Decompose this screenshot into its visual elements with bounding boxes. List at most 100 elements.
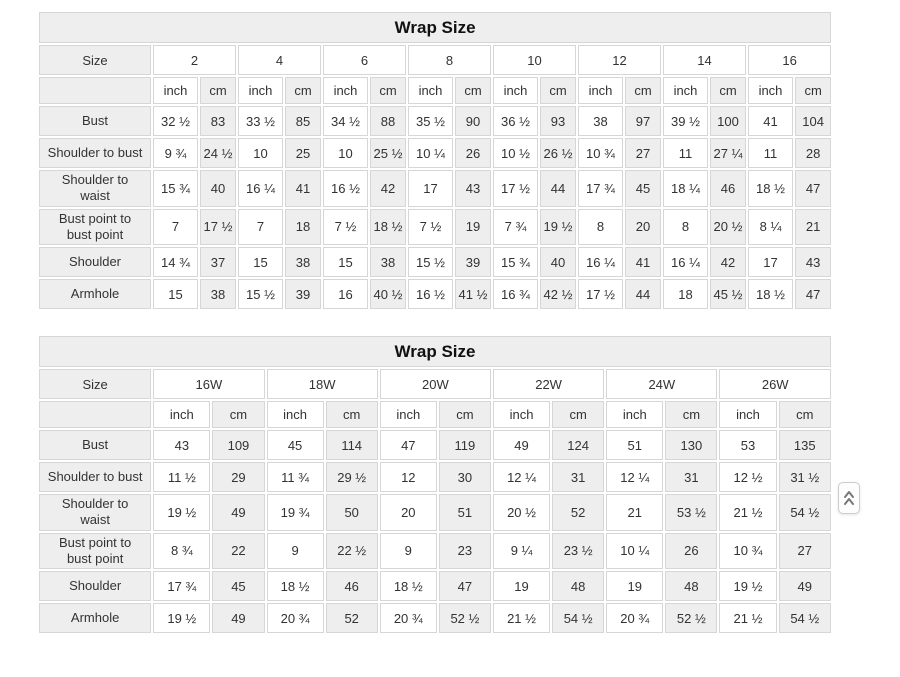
- value-cell: 18 ½: [370, 208, 406, 245]
- value-cell: 45 ½: [710, 279, 746, 309]
- value-cell: 16 ¾: [493, 279, 538, 309]
- value-cell: 15: [238, 247, 283, 277]
- value-cell: 15: [323, 247, 368, 277]
- table-row: Shoulder to waist 19 ½ 49 19 ¾ 50 20 51 20 ½ 52 2…: [39, 494, 831, 531]
- row-label: Bust: [39, 430, 152, 460]
- value-cell: 16 ¼: [578, 247, 623, 277]
- value-cell: 15 ¾: [493, 247, 538, 277]
- value-cell: 52: [325, 603, 378, 633]
- unit-header-cm: cm: [455, 77, 491, 104]
- value-cell: 26: [665, 532, 718, 569]
- value-cell: 43: [153, 430, 211, 460]
- value-cell: 43: [455, 170, 491, 207]
- row-label: Bust: [39, 106, 151, 136]
- value-cell: 46: [325, 571, 378, 601]
- value-cell: 29 ½: [325, 462, 378, 492]
- value-cell: 20 ½: [492, 494, 551, 531]
- size-header-cell: 22W: [492, 369, 605, 399]
- value-cell: 24 ½: [200, 138, 236, 168]
- unit-header-inch: inch: [578, 77, 623, 104]
- value-cell: 16 ¼: [663, 247, 708, 277]
- size-header-cell: 2: [153, 45, 236, 75]
- value-cell: 12: [379, 462, 437, 492]
- value-cell: 49: [492, 430, 551, 460]
- size-header-cell: 18W: [266, 369, 378, 399]
- value-cell: 8 ¾: [153, 532, 211, 569]
- value-cell: 9 ¾: [153, 138, 198, 168]
- value-cell: 27: [625, 138, 661, 168]
- value-cell: 8: [578, 208, 623, 245]
- row-label: Shoulder to bust: [39, 462, 152, 492]
- value-cell: 12 ¼: [492, 462, 551, 492]
- value-cell: 23: [438, 532, 491, 569]
- table-row: Shoulder to bust 11 ½ 29 11 ¾ 29 ½ 12 30 12 ¼ 31…: [39, 462, 831, 492]
- value-cell: 18 ½: [266, 571, 324, 601]
- size-header-cell: 4: [238, 45, 321, 75]
- value-cell: 28: [795, 138, 832, 168]
- wrap-size-table-2: Wrap Size Size 16W 18W 20W 22W 24W 26W inch cm inc…: [37, 334, 833, 635]
- value-cell: 47: [379, 430, 437, 460]
- value-cell: 114: [325, 430, 378, 460]
- unit-corner-cell: [39, 401, 152, 428]
- value-cell: 11 ½: [153, 462, 211, 492]
- table-row: Shoulder 14 ¾ 37 15 38 15 38 15 ½ 39 15 ¾ 40 16 ¼ 41…: [39, 247, 832, 277]
- value-cell: 53: [719, 430, 777, 460]
- unit-header-cm: cm: [212, 401, 265, 428]
- size-header-cell: 16: [748, 45, 832, 75]
- value-cell: 40 ½: [370, 279, 406, 309]
- value-cell: 15 ½: [238, 279, 283, 309]
- size-header-cell: 26W: [719, 369, 831, 399]
- value-cell: 12 ½: [719, 462, 777, 492]
- unit-header-inch: inch: [493, 77, 538, 104]
- unit-header-cm: cm: [778, 401, 831, 428]
- row-label: Armhole: [39, 603, 152, 633]
- value-cell: 38: [578, 106, 623, 136]
- unit-header-cm: cm: [370, 77, 406, 104]
- value-cell: 18 ½: [379, 571, 437, 601]
- value-cell: 36 ½: [493, 106, 538, 136]
- value-cell: 83: [200, 106, 236, 136]
- value-cell: 44: [625, 279, 661, 309]
- value-cell: 25 ½: [370, 138, 406, 168]
- row-label: Shoulder: [39, 247, 151, 277]
- table-title: Wrap Size: [39, 336, 831, 367]
- unit-header-inch: inch: [153, 401, 211, 428]
- value-cell: 30: [438, 462, 491, 492]
- value-cell: 47: [438, 571, 491, 601]
- value-cell: 31: [552, 462, 605, 492]
- value-cell: 16 ½: [408, 279, 453, 309]
- size-chart-tables: Wrap Size Size 2 4 6 8 10 12 14 16 inch cm inch cm inc…: [0, 10, 900, 635]
- value-cell: 41: [625, 247, 661, 277]
- value-cell: 48: [665, 571, 718, 601]
- value-cell: 19: [492, 571, 551, 601]
- value-cell: 9: [266, 532, 324, 569]
- table-row: Bust point to bust point 8 ¾ 22 9 22 ½ 9 23 9 ¼…: [39, 532, 831, 569]
- value-cell: 7 ½: [408, 208, 453, 245]
- value-cell: 54 ½: [552, 603, 605, 633]
- unit-header-cm: cm: [625, 77, 661, 104]
- value-cell: 15: [153, 279, 198, 309]
- value-cell: 21: [606, 494, 664, 531]
- value-cell: 119: [438, 430, 491, 460]
- value-cell: 49: [778, 571, 831, 601]
- value-cell: 17 ¾: [578, 170, 623, 207]
- value-cell: 8: [663, 208, 708, 245]
- value-cell: 51: [606, 430, 664, 460]
- value-cell: 10: [323, 138, 368, 168]
- value-cell: 10 ¼: [606, 532, 664, 569]
- value-cell: 27 ¼: [710, 138, 746, 168]
- value-cell: 20: [379, 494, 437, 531]
- chevrons-up-icon: [843, 489, 855, 507]
- value-cell: 11: [748, 138, 793, 168]
- unit-header-inch: inch: [323, 77, 368, 104]
- value-cell: 40: [540, 247, 576, 277]
- value-cell: 40: [200, 170, 236, 207]
- scroll-to-top-button[interactable]: [838, 482, 860, 514]
- value-cell: 7: [238, 208, 283, 245]
- value-cell: 52 ½: [665, 603, 718, 633]
- value-cell: 97: [625, 106, 661, 136]
- value-cell: 17: [408, 170, 453, 207]
- value-cell: 14 ¾: [153, 247, 198, 277]
- value-cell: 19 ½: [540, 208, 576, 245]
- row-label: Bust point to bust point: [39, 208, 151, 245]
